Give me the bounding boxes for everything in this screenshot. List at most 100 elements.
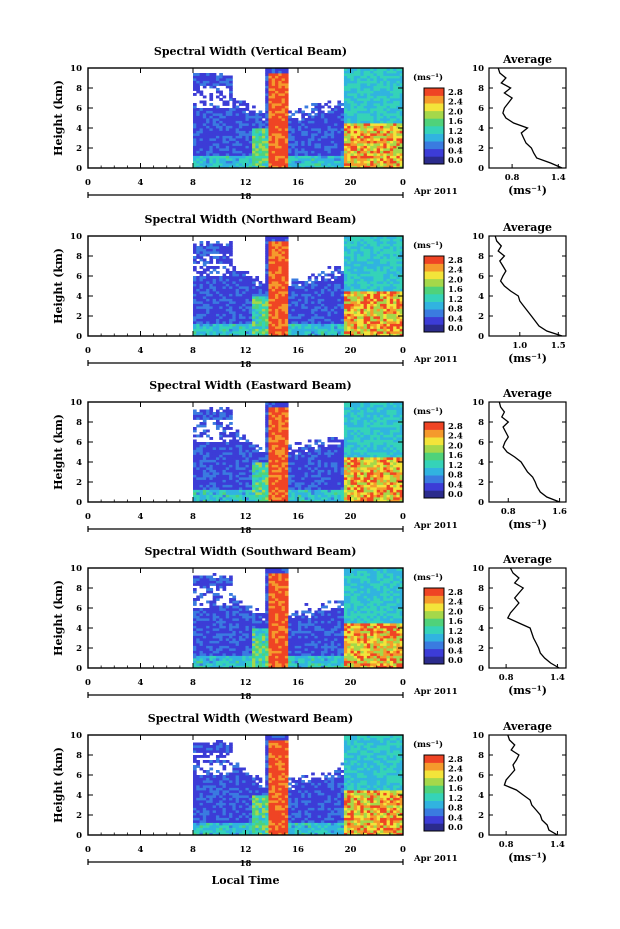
heatmap-cell: [229, 484, 233, 488]
heatmap-cell: [265, 110, 269, 114]
heatmap-cell: [281, 333, 286, 337]
heatmap-cell: [307, 323, 312, 327]
heatmap-cell: [360, 160, 365, 164]
heatmap-cell: [343, 321, 348, 324]
heatmap-cell: [298, 148, 302, 151]
heatmap-cell: [252, 457, 256, 460]
colorbar-band: [424, 148, 444, 157]
heatmap-cell: [248, 467, 253, 470]
heatmap-cell: [324, 293, 328, 297]
heatmap-cell: [199, 155, 204, 159]
heatmap-cell: [199, 454, 204, 458]
heatmap-cell: [265, 143, 269, 146]
heatmap-cell: [206, 128, 210, 131]
heatmap-cell: [373, 143, 378, 146]
heatmap-cell: [252, 158, 256, 161]
heatmap-cell: [357, 321, 361, 324]
heatmap-cell: [225, 424, 230, 428]
heatmap-cell: [271, 293, 276, 297]
heatmap-cell: [238, 298, 243, 302]
heatmap-cell: [275, 246, 279, 249]
heatmap-cell: [268, 103, 273, 106]
heatmap-cell: [307, 135, 312, 139]
heatmap-cell: [288, 328, 292, 332]
heatmap-cell: [275, 153, 279, 156]
heatmap-cell: [399, 286, 404, 289]
heatmap-cell: [353, 291, 358, 294]
heatmap-cell: [317, 155, 322, 159]
heatmap-cell: [376, 110, 381, 114]
heatmap-cell: [363, 301, 368, 304]
heatmap-cell: [265, 145, 269, 149]
heatmap-cell: [258, 321, 263, 324]
heatmap-cell: [255, 143, 260, 146]
heatmap-cell: [357, 98, 361, 101]
heatmap-cell: [196, 80, 200, 84]
heatmap-cell: [373, 276, 378, 279]
heatmap-cell: [380, 306, 384, 309]
heatmap-cell: [222, 323, 227, 327]
heatmap-cell: [383, 306, 387, 309]
heatmap-cell: [215, 145, 220, 149]
heatmap-cell: [193, 474, 197, 478]
heatmap-cell: [307, 326, 312, 329]
heatmap-cell: [215, 326, 220, 329]
heatmap-cell: [327, 283, 332, 287]
heatmap-cell: [248, 489, 253, 493]
heatmap-cell: [311, 308, 315, 312]
heatmap-cell: [301, 163, 305, 166]
heatmap-cell: [383, 301, 387, 304]
heatmap-cell: [301, 113, 305, 116]
heatmap-cell: [353, 135, 358, 139]
heatmap-cell: [373, 301, 378, 304]
heatmap-cell: [258, 288, 263, 292]
heatmap-cell: [222, 308, 227, 312]
heatmap-cell: [350, 145, 355, 149]
heatmap-cell: [252, 484, 256, 488]
heatmap-cell: [268, 70, 273, 74]
heatmap-cell: [311, 273, 315, 277]
heatmap-cell: [202, 331, 207, 334]
heatmap-cell: [380, 153, 384, 156]
heatmap-cell: [360, 278, 365, 282]
y-axis-label: Height (km): [52, 248, 65, 324]
heatmap-cell: [340, 331, 345, 334]
heatmap-cell: [212, 135, 217, 139]
heatmap-cell: [248, 444, 253, 448]
heatmap-cell: [314, 331, 319, 334]
heatmap-cell: [284, 263, 289, 267]
heatmap-cell: [370, 78, 374, 81]
heatmap-cell: [343, 98, 348, 101]
heatmap-cell: [366, 286, 371, 289]
heatmap-cell: [393, 241, 397, 244]
x-tick-label: 8: [190, 178, 196, 188]
heatmap-cell: [291, 155, 296, 159]
heatmap-cell: [311, 158, 315, 161]
heatmap-cell: [324, 123, 328, 126]
heatmap-cell: [389, 120, 394, 124]
heatmap-cell: [209, 409, 214, 413]
heatmap-cell: [242, 271, 246, 274]
heatmap-cell: [225, 489, 230, 493]
heatmap-cell: [301, 301, 305, 304]
heatmap-cell: [357, 75, 361, 79]
heatmap-cell: [396, 148, 401, 151]
heatmap-cell: [353, 256, 358, 259]
heatmap-cell: [222, 412, 227, 415]
heatmap-cell: [320, 298, 325, 302]
heatmap-cell: [271, 165, 276, 169]
heatmap-cell: [248, 113, 253, 116]
heatmap-cell: [298, 331, 302, 334]
heatmap-cell: [347, 253, 351, 257]
heatmap-cell: [380, 68, 384, 71]
heatmap-cell: [199, 258, 204, 262]
heatmap-cell: [383, 251, 387, 254]
heatmap-cell: [357, 93, 361, 96]
heatmap-cell: [206, 135, 210, 139]
heatmap-cell: [206, 454, 210, 458]
heatmap-cell: [370, 286, 374, 289]
heatmap-cell: [255, 303, 260, 307]
heatmap-cell: [298, 140, 302, 144]
heatmap-cell: [353, 133, 358, 136]
heatmap-cell: [278, 150, 282, 154]
